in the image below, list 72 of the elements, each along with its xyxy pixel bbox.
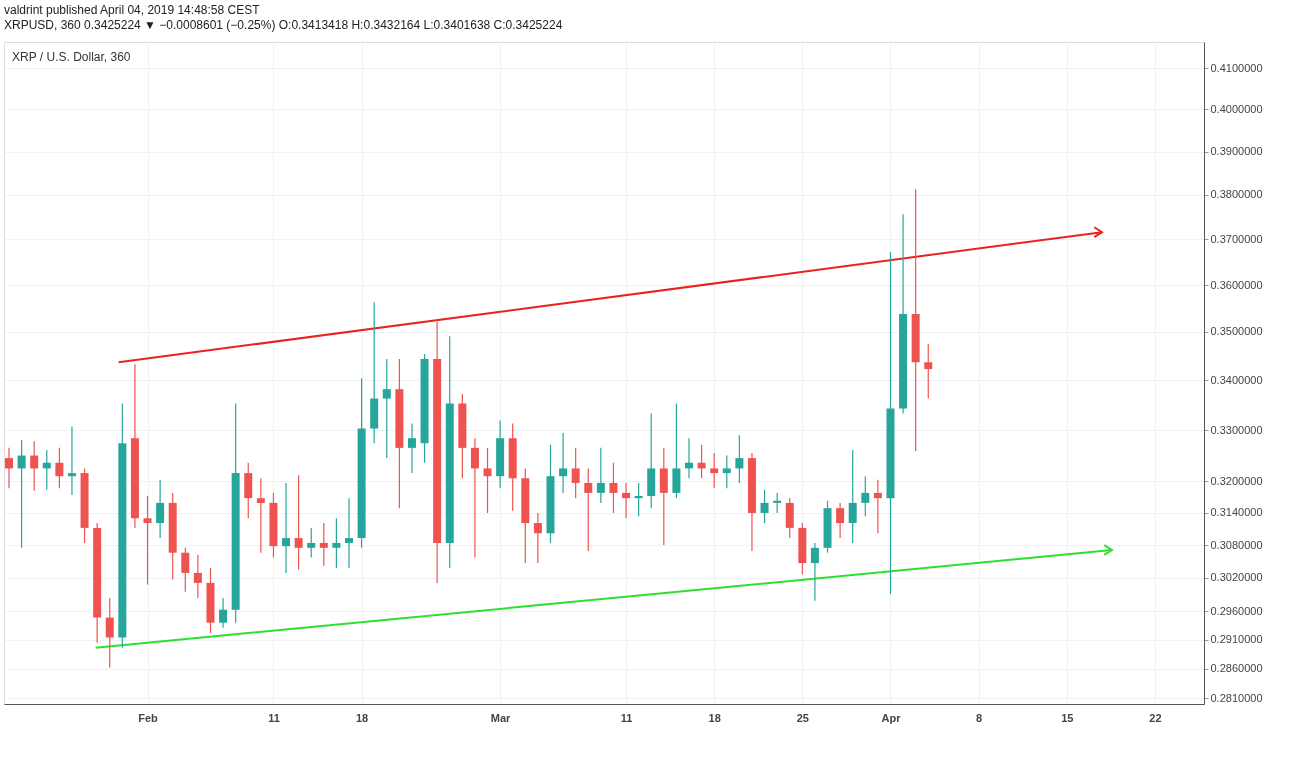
x-tick-label: 11 <box>620 711 633 724</box>
x-tick-label: Mar <box>490 711 512 724</box>
candlestick <box>559 432 568 494</box>
candlestick <box>873 479 882 534</box>
candlestick <box>470 437 479 559</box>
y-tick-label: 0.3600000 <box>1210 278 1263 291</box>
candlestick <box>722 454 731 489</box>
y-tick-label: 0.3020000 <box>1210 571 1263 584</box>
candlestick <box>30 440 39 492</box>
y-tick-label: 0.2860000 <box>1210 662 1263 675</box>
x-tick-label: Feb <box>138 711 159 724</box>
candlestick <box>848 449 857 544</box>
candlestick <box>105 597 114 669</box>
x-tick-label: 11 <box>268 711 280 724</box>
candlestick <box>710 452 719 489</box>
candlestick <box>382 358 391 459</box>
candlestick <box>17 439 26 549</box>
candlestick <box>181 547 190 593</box>
candlestick <box>634 482 643 517</box>
y-tick-label: 0.3800000 <box>1210 188 1263 201</box>
chart-title: valdrint published April 04, 2019 14:48:58 CEST <box>4 3 261 17</box>
candlestick <box>760 489 769 524</box>
candlestick <box>483 447 492 514</box>
x-tick-label: 8 <box>976 711 983 724</box>
candlestick <box>571 447 580 499</box>
candlestick <box>735 434 744 484</box>
annotation: XRP / U.S. Dollar, 360 <box>12 50 131 64</box>
y-tick-label: 0.2910000 <box>1210 633 1263 646</box>
candlestick <box>5 447 13 489</box>
y-tick-label: 0.3500000 <box>1210 325 1263 338</box>
candlestick <box>836 502 845 539</box>
y-tick-label: 0.2960000 <box>1210 604 1263 617</box>
candlestick <box>773 492 782 514</box>
candlestick <box>609 462 618 514</box>
x-tick-label: Apr <box>881 711 902 724</box>
candlestick <box>156 479 165 539</box>
candlestick <box>256 477 265 554</box>
y-tick-label: 0.3400000 <box>1210 373 1263 386</box>
x-tick-label: 15 <box>1061 711 1074 724</box>
y-tick-label: 0.3080000 <box>1210 538 1263 551</box>
candlestick <box>332 517 341 569</box>
y-tick-label: 0.3300000 <box>1210 423 1263 436</box>
y-tick-label: 0.3200000 <box>1210 474 1263 487</box>
candlestick <box>319 522 328 567</box>
chart-subtitle: XRPUSD, 360 0.3425224 ▼ −0.0008601 (−0.25%) O:0.3413418 H:0.3432164 L:0.3401638 C:0.3425224 <box>4 18 563 32</box>
candlestick <box>345 497 353 569</box>
y-tick-label: 0.3140000 <box>1210 506 1263 519</box>
candlestick <box>294 474 303 571</box>
candlestick <box>407 422 416 474</box>
candlestick <box>143 495 152 586</box>
candlestick <box>67 425 76 496</box>
y-tick-label: 0.4000000 <box>1210 102 1263 115</box>
candlestick <box>810 542 819 602</box>
candlestick <box>584 467 593 552</box>
candlestick <box>924 343 933 400</box>
x-tick-label: 18 <box>708 711 721 724</box>
y-tick-label: 0.4100000 <box>1210 61 1263 74</box>
candlestick <box>219 597 228 629</box>
candlestick <box>861 475 870 517</box>
candlestick <box>55 447 64 489</box>
candlestick <box>307 527 316 559</box>
candlestick <box>193 554 202 599</box>
x-tick-label: 22 <box>1149 711 1162 724</box>
y-tick-label: 0.2810000 <box>1210 691 1263 704</box>
y-tick-label: 0.3700000 <box>1210 232 1263 245</box>
x-tick-label: 25 <box>796 711 809 724</box>
y-tick-label: 0.3900000 <box>1210 145 1263 158</box>
x-tick-label: 18 <box>355 711 369 724</box>
candlestick <box>596 447 605 504</box>
candlestick <box>533 512 542 564</box>
candlestick <box>282 482 291 574</box>
candlestick <box>622 482 631 519</box>
